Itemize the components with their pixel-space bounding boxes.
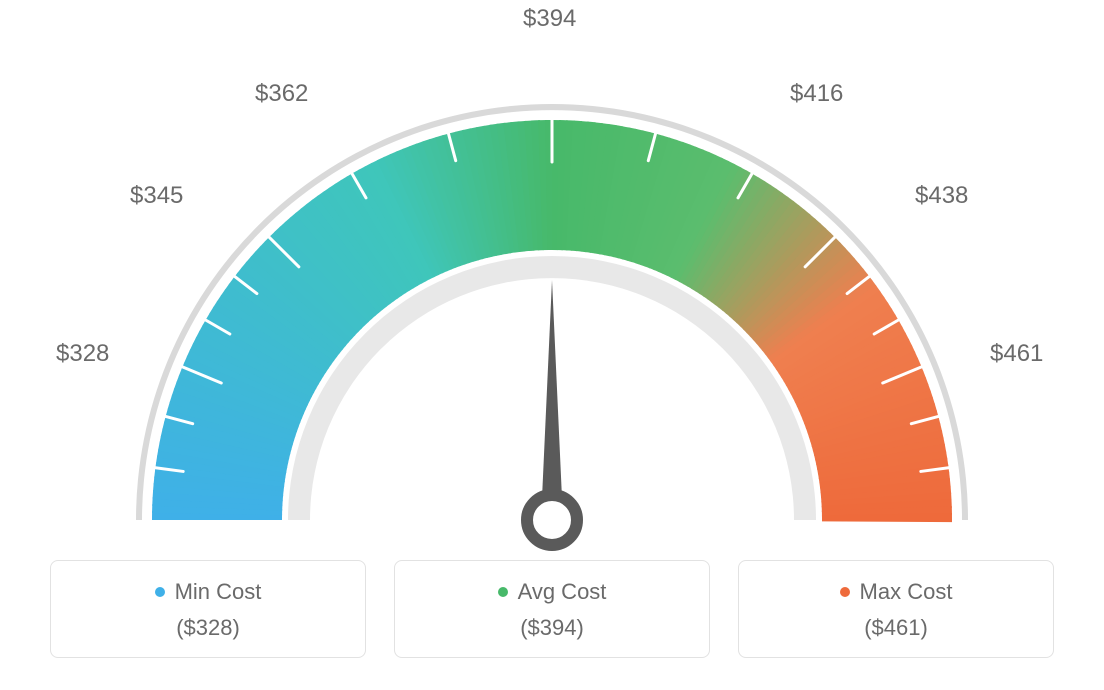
gauge-tick-label: $362 [255,80,308,108]
legend-title-avg: Avg Cost [498,579,607,605]
gauge-tick-label: $438 [915,182,968,210]
legend-card-avg: Avg Cost ($394) [394,560,710,658]
dot-icon-min [155,587,165,597]
gauge-tick-label: $416 [790,80,843,108]
dot-icon-max [840,587,850,597]
legend-card-max: Max Cost ($461) [738,560,1054,658]
gauge-tick-label: $328 [56,340,109,368]
legend-label-min: Min Cost [175,579,262,605]
legend-title-min: Min Cost [155,579,262,605]
gauge-svg [0,0,1104,560]
gauge-tick-label: $345 [130,182,183,210]
legend-value-min: ($328) [61,615,355,641]
dot-icon-avg [498,587,508,597]
legend-row: Min Cost ($328) Avg Cost ($394) Max Cost… [0,560,1104,678]
legend-card-min: Min Cost ($328) [50,560,366,658]
legend-title-max: Max Cost [840,579,953,605]
legend-label-avg: Avg Cost [518,579,607,605]
legend-label-max: Max Cost [860,579,953,605]
gauge-chart: $328 $345 $362 $394 $416 $438 $461 [0,0,1104,560]
legend-value-max: ($461) [749,615,1043,641]
legend-value-avg: ($394) [405,615,699,641]
gauge-tick-label: $461 [990,340,1043,368]
gauge-tick-label: $394 [523,5,576,33]
